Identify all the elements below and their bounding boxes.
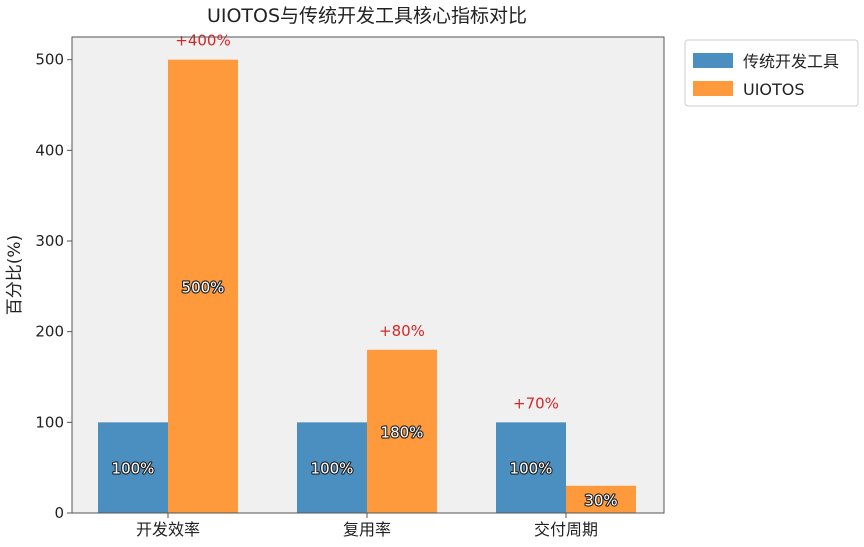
plot-frame (71, 36, 665, 514)
bar-value-label: 100% (112, 460, 155, 478)
bars-layer (98, 59, 636, 514)
legend-swatch-uiotos (693, 81, 733, 96)
y-tick-label: 100 (35, 413, 64, 431)
x-tick-label: 开发效率 (136, 520, 200, 539)
bar-uiotos (168, 59, 238, 514)
x-tick-label: 交付周期 (534, 520, 598, 539)
bar-traditional (98, 422, 168, 513)
legend: 传统开发工具 UIOTOS (684, 39, 859, 107)
bar-traditional (297, 422, 367, 513)
y-axis-ticks: 0 100 200 300 400 500 (35, 51, 72, 522)
bar-value-label: 30% (584, 491, 617, 509)
x-tick-label: 复用率 (343, 520, 391, 539)
delta-annotation: +400% (175, 32, 230, 50)
x-axis-ticks: 开发效率 复用率 交付周期 (136, 513, 598, 539)
y-tick-label: 0 (54, 504, 64, 522)
y-tick-label: 200 (35, 323, 64, 341)
bar-uiotos (367, 349, 437, 513)
legend-label-uiotos: UIOTOS (743, 80, 805, 99)
bar-value-label: 180% (381, 423, 424, 441)
y-tick-label: 300 (35, 232, 64, 250)
bar-traditional (496, 422, 566, 513)
chart-title: UIOTOS与传统开发工具核心指标对比 (207, 5, 527, 27)
delta-annotation: +80% (379, 322, 425, 340)
y-tick-label: 500 (35, 51, 64, 69)
legend-label-traditional: 传统开发工具 (743, 52, 839, 71)
delta-annotation: +70% (513, 394, 559, 412)
y-tick-label: 400 (35, 141, 64, 159)
legend-swatch-traditional (693, 53, 733, 68)
bar-value-label: 100% (510, 460, 553, 478)
labels-layer: 100% 500% +400% 100% 180% +80% 100% 30% +70% (110, 32, 618, 511)
y-axis-label: 百分比(%) (5, 235, 25, 315)
bar-value-label: 100% (311, 460, 354, 478)
bar-uiotos (566, 485, 636, 513)
bar-value-label: 500% (182, 278, 225, 296)
